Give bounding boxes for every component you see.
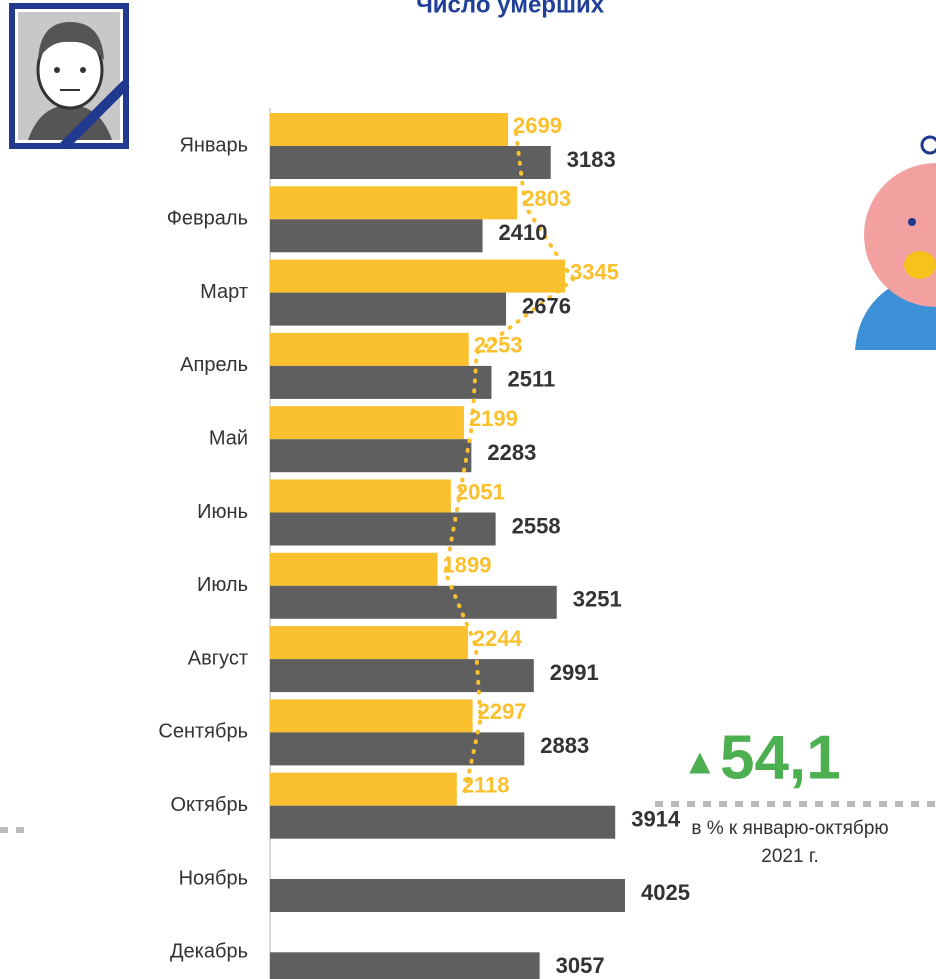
y-tick-label: Август [188,647,248,669]
annotation-note: в % к январю-октябрю [691,818,888,839]
value-label: 2199 [469,406,518,431]
y-tick-label: Май [209,427,248,449]
value-label: 3057 [556,953,605,978]
bar [270,406,464,439]
bar [270,553,437,586]
value-label: 2676 [522,293,571,318]
value-label: 2283 [487,440,536,465]
arrow-up: ▲ [682,741,718,782]
y-tick-label: Апрель [180,354,248,376]
value-label: 2991 [550,660,599,685]
value-label: 1899 [442,553,491,578]
plot: Январь Февраль Март Апрель Май Июнь Июль Август… [158,113,690,979]
annotation-value: 54,1 [720,723,841,792]
value-label: 3914 [631,807,681,832]
bar [270,146,551,179]
value-label: 4025 [641,880,690,905]
bar [270,773,457,806]
value-label: 3251 [573,587,622,612]
value-label: 3183 [567,147,616,172]
y-tick-label: Сентябрь [158,721,248,743]
value-label: 2118 [462,773,510,798]
value-label: 2883 [540,733,589,758]
y-tick-label: Июнь [197,501,248,523]
y-tick-label: Октябрь [170,794,248,816]
bar [270,732,524,765]
bar [270,293,506,326]
y-tick-label: Ноябрь [179,867,248,889]
bar [270,699,473,732]
bar [270,186,517,219]
value-label: 2803 [522,186,571,211]
bar [270,366,491,399]
y-tick-label: Июль [197,574,248,596]
value-label: 2244 [473,626,523,651]
bar [270,513,496,546]
value-label: 2511 [507,367,555,392]
value-label: 2410 [499,220,548,245]
value-label: 2253 [474,333,523,358]
y-tick-label: Февраль [167,208,248,230]
y-tick-label: Декабрь [170,941,248,963]
person-icon [12,6,126,146]
bar [270,626,468,659]
value-label: 2699 [513,113,562,138]
bar [270,113,508,146]
bar [270,480,451,513]
bar [270,806,615,839]
bar [270,333,469,366]
bar [270,879,625,912]
value-label: 2297 [478,699,527,724]
chart: Число умерших Январь Февраль Март Апрель Май… [0,0,936,979]
bar [270,219,483,252]
annotation-note: 2021 г. [761,846,818,867]
bar [270,439,471,472]
bar [270,952,540,979]
value-label: 2051 [456,479,505,504]
value-label: 3345 [570,259,619,284]
bar [270,260,565,293]
bar [270,586,557,619]
baby-icon [855,137,936,350]
bar [270,659,534,692]
value-label: 2558 [512,513,561,538]
y-tick-label: Январь [179,134,248,156]
y-tick-label: Март [200,281,248,303]
chart-title: Число умерших [416,0,605,18]
